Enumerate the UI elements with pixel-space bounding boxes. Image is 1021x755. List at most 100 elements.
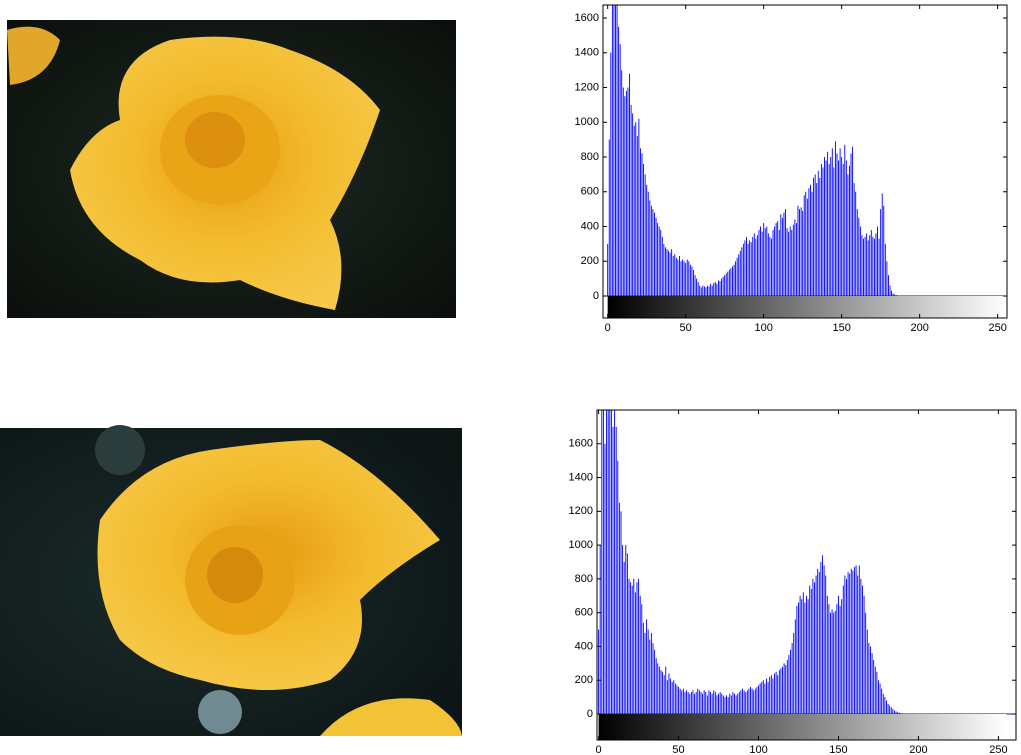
bar bbox=[678, 256, 680, 296]
bar bbox=[889, 285, 891, 296]
bar bbox=[738, 254, 740, 296]
bar bbox=[855, 191, 857, 296]
bar bbox=[692, 690, 694, 714]
bar bbox=[849, 573, 851, 714]
bar bbox=[886, 261, 888, 296]
y-tick-label: 1400 bbox=[569, 471, 593, 483]
bar bbox=[625, 545, 627, 714]
bar bbox=[719, 281, 721, 296]
bar bbox=[756, 235, 758, 296]
bar bbox=[694, 693, 696, 714]
bar bbox=[724, 697, 726, 714]
bar bbox=[598, 629, 600, 714]
bar bbox=[738, 692, 740, 714]
bar bbox=[711, 693, 713, 714]
bar bbox=[766, 226, 768, 296]
x-tick-label: 250 bbox=[989, 744, 1007, 755]
bar bbox=[813, 177, 815, 296]
bar bbox=[820, 163, 822, 296]
bar bbox=[698, 690, 700, 714]
bar bbox=[880, 209, 882, 296]
y-tick-label: 600 bbox=[575, 607, 593, 619]
bar bbox=[855, 565, 857, 714]
bar bbox=[686, 259, 688, 296]
bar bbox=[730, 695, 732, 714]
x-tick-label: 100 bbox=[749, 744, 767, 755]
bar bbox=[753, 690, 755, 714]
bar bbox=[730, 268, 732, 296]
bar bbox=[727, 271, 729, 296]
bar bbox=[822, 167, 824, 296]
bar bbox=[810, 184, 811, 296]
bar bbox=[606, 410, 608, 714]
bar bbox=[774, 226, 776, 296]
bar bbox=[772, 678, 774, 714]
bar bbox=[762, 680, 764, 714]
bar bbox=[870, 646, 871, 714]
bar bbox=[783, 663, 785, 714]
bar bbox=[618, 502, 620, 714]
bar bbox=[844, 144, 846, 296]
bar bbox=[769, 236, 771, 296]
bar bbox=[898, 712, 900, 714]
x-tick-label: 0 bbox=[596, 744, 602, 755]
bar bbox=[799, 595, 801, 714]
x-tick-label: 200 bbox=[910, 322, 928, 334]
bar bbox=[878, 238, 880, 296]
bar bbox=[658, 226, 660, 296]
bars bbox=[607, 5, 902, 296]
bar bbox=[729, 693, 731, 714]
bar bbox=[713, 282, 715, 296]
bar bbox=[763, 223, 765, 296]
bar bbox=[614, 410, 616, 714]
bar bbox=[775, 671, 777, 714]
bar bbox=[863, 595, 865, 714]
bar bbox=[806, 595, 807, 714]
bar bbox=[852, 570, 854, 714]
bar bbox=[839, 148, 841, 296]
bar bbox=[725, 273, 727, 296]
bar bbox=[743, 690, 745, 714]
bar bbox=[828, 163, 830, 296]
bar bbox=[689, 693, 691, 714]
bar bbox=[607, 410, 609, 714]
y-tick-label: 400 bbox=[581, 220, 599, 232]
bar bbox=[649, 639, 651, 714]
bar bbox=[897, 712, 899, 714]
bar bbox=[767, 233, 769, 296]
bar bbox=[786, 228, 788, 296]
y-tick-label: 1000 bbox=[575, 116, 599, 128]
bar bbox=[796, 605, 798, 714]
bar bbox=[728, 269, 730, 296]
bar bbox=[639, 148, 641, 296]
bar bbox=[841, 157, 843, 296]
bar bbox=[804, 602, 806, 714]
plot-area bbox=[603, 5, 1007, 296]
bar bbox=[721, 693, 723, 714]
photo-bottom bbox=[0, 425, 462, 736]
bar bbox=[683, 261, 685, 296]
bar bbox=[628, 578, 630, 714]
bar bbox=[758, 229, 760, 296]
y-tick-label: 800 bbox=[581, 151, 599, 163]
bar bbox=[663, 675, 665, 714]
bar bbox=[627, 87, 629, 296]
bar bbox=[705, 692, 707, 714]
bar bbox=[642, 622, 644, 714]
bar bbox=[791, 643, 793, 714]
bar bbox=[623, 562, 625, 714]
bar bbox=[678, 686, 680, 714]
bar bbox=[778, 670, 780, 714]
bar bbox=[746, 236, 747, 296]
bar bbox=[749, 240, 751, 296]
bar bbox=[842, 585, 844, 714]
bar bbox=[646, 184, 648, 296]
bar bbox=[665, 666, 667, 714]
bar bbox=[660, 229, 662, 296]
y-tick-label: 0 bbox=[593, 290, 599, 302]
bar bbox=[677, 259, 679, 296]
bar bbox=[892, 293, 894, 296]
bar bbox=[781, 217, 783, 296]
bar bbox=[790, 649, 791, 714]
